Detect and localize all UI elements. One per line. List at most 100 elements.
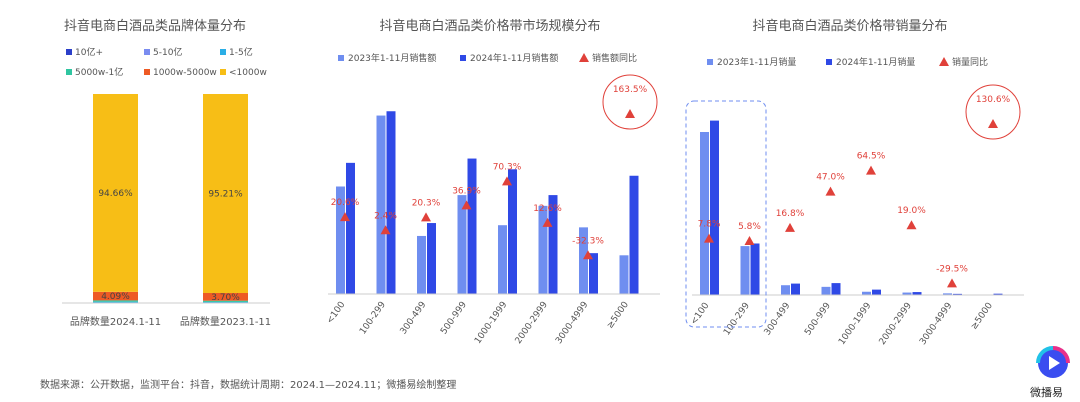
c3-legend-label-growth: 销量同比 bbox=[952, 56, 988, 68]
c3-bar-2024 bbox=[912, 292, 922, 295]
c2-bar-2024 bbox=[629, 175, 639, 294]
c2-bar-2024 bbox=[386, 111, 396, 294]
c3-bar-2023 bbox=[821, 286, 831, 295]
c3-growth-marker bbox=[947, 278, 957, 288]
c1-bar-segment bbox=[93, 301, 138, 303]
c3-bar-2024 bbox=[750, 243, 760, 295]
c3-bar-2024 bbox=[710, 120, 719, 295]
c1-bar-segment bbox=[203, 292, 248, 301]
c1-legend-swatch bbox=[220, 69, 226, 75]
c2-bar-2024 bbox=[467, 158, 477, 294]
c3-growth-marker bbox=[906, 220, 917, 230]
c3-growth-marker bbox=[785, 222, 795, 232]
c1-legend-label: <1000w bbox=[229, 68, 267, 78]
c3-growth-marker bbox=[744, 236, 755, 246]
c3-legend-growth-marker bbox=[939, 57, 949, 66]
c2-growth-marker bbox=[542, 217, 553, 227]
c3-category-label: 2000-2999 bbox=[878, 301, 914, 347]
c2-growth-marker bbox=[625, 109, 635, 118]
c2-legend-label-2024: 2024年1-11月销售额 bbox=[470, 52, 558, 64]
play-logo-icon bbox=[1036, 346, 1070, 378]
c3-growth-label: 7.8% bbox=[698, 220, 721, 230]
c2-category-label: ≥5000 bbox=[605, 300, 631, 331]
c3-growth-label: 5.8% bbox=[738, 222, 761, 232]
c1-bar-segment bbox=[203, 301, 248, 303]
c2-legend-label-growth: 销售额同比 bbox=[592, 52, 637, 64]
c3-bar-2023 bbox=[902, 292, 912, 295]
c2-bar-2023 bbox=[376, 115, 386, 294]
c3-category-label: 500-999 bbox=[803, 301, 833, 338]
c2-growth-label: 2.4% bbox=[374, 211, 397, 221]
c3-bar-2023 bbox=[740, 246, 750, 295]
c1-legend-swatch bbox=[220, 49, 226, 55]
c3-category-label: 100-299 bbox=[722, 301, 752, 338]
chart3-title: 抖音电商白酒品类价格带销量分布 bbox=[752, 19, 948, 34]
c2-growth-label: 163.5% bbox=[613, 85, 648, 95]
c2-legend-label-2023: 2023年1-11月销售额 bbox=[348, 52, 436, 64]
c2-growth-marker bbox=[421, 212, 431, 222]
brand-logo-label: 微播易 bbox=[1030, 386, 1063, 399]
c2-growth-label: 20.3% bbox=[412, 198, 441, 208]
c2-bar-2023 bbox=[579, 227, 588, 294]
c3-growth-label: 64.5% bbox=[857, 152, 886, 162]
c1-category-label: 品牌数量2023.1-11 bbox=[180, 315, 271, 328]
c3-category-label: <100 bbox=[689, 301, 712, 327]
c2-legend-swatch-2024 bbox=[460, 55, 466, 61]
chart1-title: 抖音电商白酒品类品牌体量分布 bbox=[63, 19, 246, 34]
c3-legend-swatch-2024 bbox=[826, 59, 832, 65]
c1-legend-swatch bbox=[66, 49, 72, 55]
c3-highlight-box bbox=[685, 100, 767, 328]
c2-growth-label: 70.3% bbox=[493, 162, 522, 172]
chart2-title: 抖音电商白酒品类价格带市场规模分布 bbox=[379, 19, 601, 34]
c3-bar-2023 bbox=[781, 285, 790, 295]
c1-legend-label: 10亿+ bbox=[75, 46, 103, 58]
c1-legend-swatch bbox=[144, 69, 150, 75]
c1-category-label: 品牌数量2024.1-11 bbox=[70, 315, 161, 328]
c2-bar-2024 bbox=[508, 169, 517, 294]
c3-bar-2023 bbox=[943, 293, 952, 295]
c2-bar-2024 bbox=[346, 162, 355, 294]
c2-bar-2024 bbox=[427, 223, 436, 294]
c2-category-label: 2000-2999 bbox=[514, 300, 550, 346]
c3-category-label: 300-499 bbox=[763, 301, 793, 338]
c3-bar-2023 bbox=[862, 291, 871, 295]
c1-data-label: 95.21% bbox=[208, 189, 243, 199]
c3-highlight-circle bbox=[965, 84, 1021, 140]
c3-bar-2024 bbox=[993, 293, 1003, 295]
c3-bar-2023 bbox=[700, 132, 709, 295]
c2-legend-swatch-2023 bbox=[338, 55, 344, 61]
c2-category-label: 300-499 bbox=[399, 300, 429, 337]
c2-bar-2023 bbox=[417, 235, 426, 294]
c2-growth-marker bbox=[340, 212, 350, 222]
c1-legend-label: 5-10亿 bbox=[153, 46, 182, 58]
c2-bar-2023 bbox=[538, 205, 548, 294]
c3-category-label: ≥5000 bbox=[969, 301, 995, 332]
c2-growth-label: 20.6% bbox=[331, 198, 360, 208]
c1-legend-label: 5000w-1亿 bbox=[75, 66, 123, 78]
c3-bar-2024 bbox=[791, 283, 800, 295]
c2-category-label: 100-299 bbox=[358, 300, 388, 337]
c1-bar-segment bbox=[203, 94, 248, 293]
c2-growth-marker bbox=[583, 250, 593, 260]
c2-legend-growth-marker bbox=[579, 53, 589, 62]
c1-legend-label: 1-5亿 bbox=[229, 46, 253, 58]
c2-highlight-circle bbox=[602, 74, 658, 130]
c2-growth-marker bbox=[380, 225, 391, 235]
c3-growth-label: 47.0% bbox=[816, 173, 845, 183]
c2-growth-label: 12.6% bbox=[533, 204, 562, 214]
c2-category-label: 500-999 bbox=[439, 300, 469, 337]
c2-growth-label: 36.9% bbox=[452, 186, 481, 196]
c2-category-label: <100 bbox=[325, 300, 348, 326]
c1-legend-label: 1000w-5000w bbox=[153, 68, 217, 78]
c3-growth-label: -29.5% bbox=[936, 264, 968, 274]
c2-bar-2024 bbox=[548, 195, 558, 294]
c3-growth-marker bbox=[704, 233, 714, 243]
c3-bar-2024 bbox=[872, 289, 881, 295]
c2-growth-label: -32.3% bbox=[572, 236, 604, 246]
c3-legend-swatch-2023 bbox=[707, 59, 713, 65]
c3-growth-marker bbox=[866, 165, 876, 175]
c3-growth-label: 130.6% bbox=[976, 95, 1011, 105]
c2-bar-2023 bbox=[457, 195, 467, 294]
c2-category-label: 1000-1999 bbox=[473, 300, 509, 346]
c3-growth-label: 19.0% bbox=[897, 206, 926, 216]
